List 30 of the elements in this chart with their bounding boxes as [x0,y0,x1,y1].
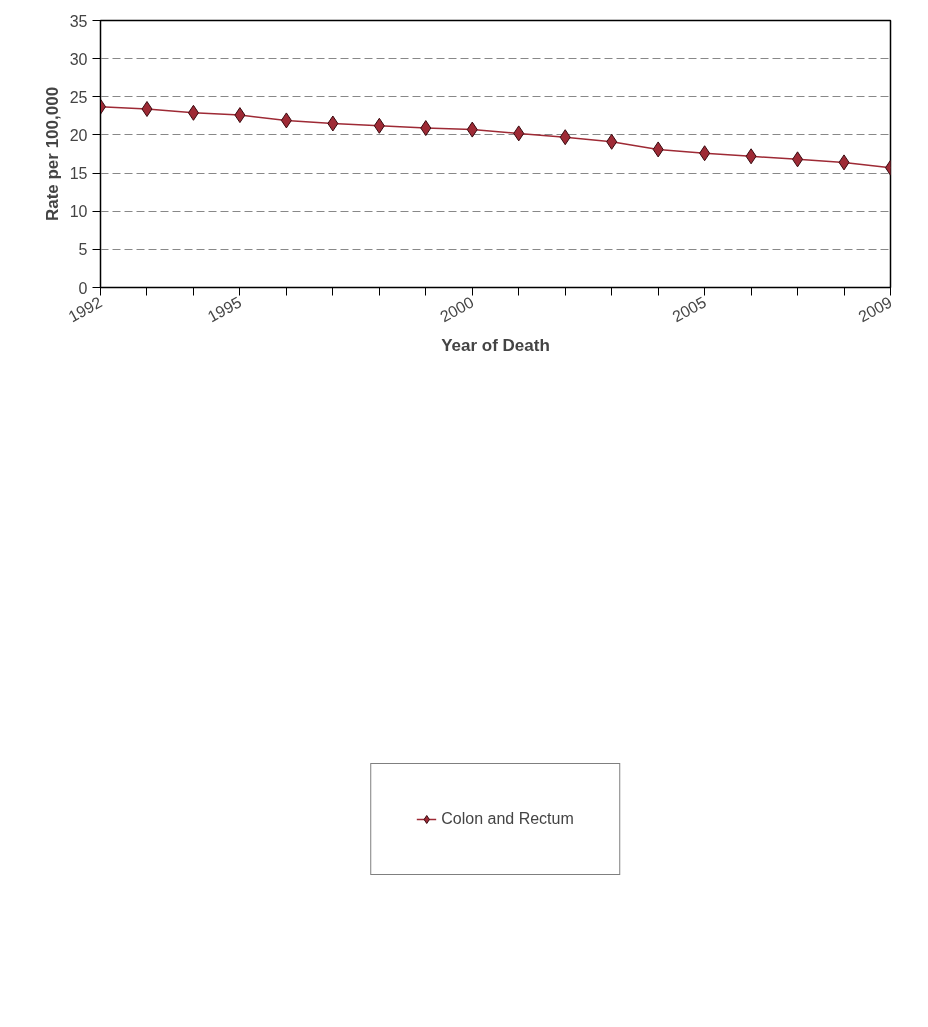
point [280,112,292,129]
point [141,100,153,117]
x-tick-label: 1995 [204,293,245,326]
y-axis-title: Rate per 100,000 [42,86,62,222]
y-tick-label: 25 [69,88,88,106]
x-tick-label: 2009 [855,293,895,326]
point [327,115,339,132]
point [652,141,664,158]
point [466,121,478,138]
point [187,104,199,121]
y-tick-label: 15 [69,165,88,183]
point [606,133,618,150]
y-tick-label: 20 [69,126,88,144]
point [838,154,850,171]
y-tick-label: 35 [69,12,88,30]
legend-label: Colon and Rectum [441,810,574,828]
y-tick-label: 10 [69,203,88,221]
y-tick-label: 30 [69,50,88,68]
point [513,125,525,142]
point [234,107,246,124]
x-axis-title: Year of Death [441,336,550,356]
point [373,117,385,134]
point [792,151,804,168]
point [699,145,711,162]
point [559,129,571,146]
point [745,148,757,165]
point [420,120,432,137]
x-tick-label: 2000 [437,293,477,326]
x-tick-label: 2005 [669,293,710,326]
y-tick-label: 5 [78,241,88,259]
